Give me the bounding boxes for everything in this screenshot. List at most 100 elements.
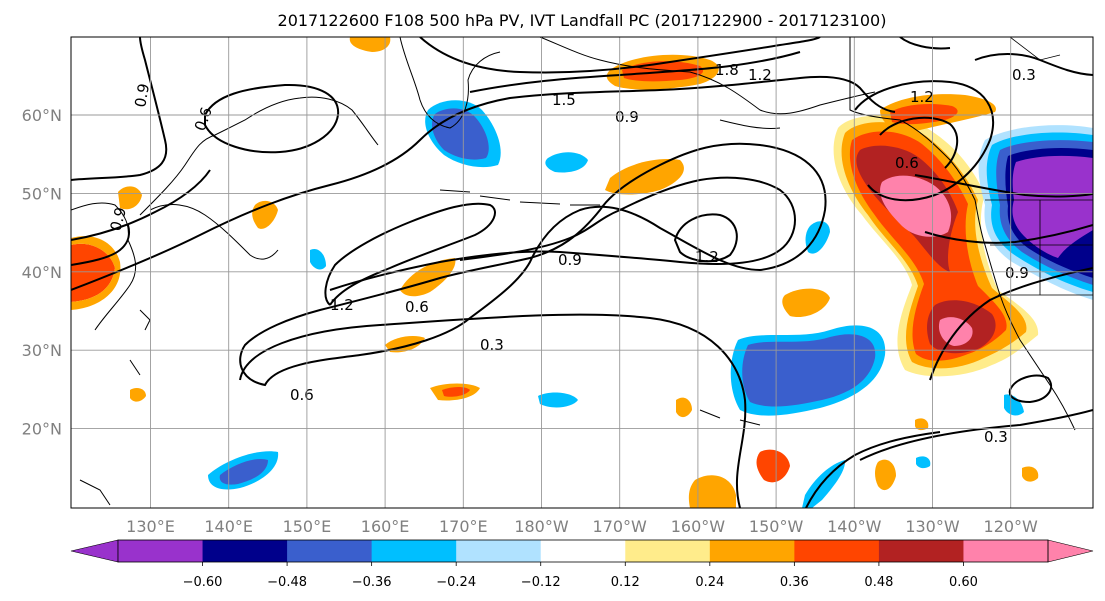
small-blue-patch-se	[916, 456, 931, 469]
contour-arctic	[899, 37, 1093, 76]
small-blue-patch-1	[538, 392, 578, 408]
contour-label: 0.3	[1012, 66, 1036, 84]
contour-0.6-loop	[239, 142, 827, 387]
map-layers: 0.9 1.5 1.8 1.2 0.9 0.3 1.2 0.9 1.2 0.6 …	[71, 37, 1093, 508]
coastlines	[71, 37, 1093, 506]
contour-label: 0.9	[106, 205, 130, 233]
colorbar-segment	[963, 540, 1049, 562]
contour-label: 0.6	[290, 386, 314, 404]
longitude-label: 120°W	[984, 517, 1039, 536]
contour-jet-upper	[419, 37, 821, 74]
kamchatka-negative-anomaly-core	[431, 108, 489, 160]
gridlines	[71, 37, 1093, 508]
colorbar-frame	[117, 539, 1049, 563]
colorbar-tick-label: 0.48	[864, 575, 893, 590]
aleutian-negative-anomaly	[545, 152, 588, 173]
contour-small-loop-se	[1008, 374, 1053, 404]
contour-west-3	[71, 224, 130, 266]
colorbar-segment	[625, 540, 711, 562]
colorbar-tick-label: 0.12	[611, 575, 640, 590]
contour-0.3-east	[929, 267, 1093, 381]
contour-jet-inner	[469, 51, 801, 93]
tropical-blue-patch-core	[219, 458, 268, 485]
colorbar-tick-label: −0.48	[267, 575, 307, 590]
longitude-label: 160°E	[361, 517, 410, 536]
colorbar-segment	[456, 540, 542, 562]
south-orange-patch-east	[875, 459, 896, 491]
subtropical-orange-patch-east	[676, 397, 692, 418]
contour-label: 0.3	[480, 336, 504, 354]
contour-1.2-loop-east	[673, 213, 738, 263]
contour-label: 0.9	[131, 82, 153, 109]
south-red-patch	[756, 449, 790, 483]
colorbar-segment	[287, 540, 373, 562]
longitude-label: 130°W	[905, 517, 960, 536]
west-orange-patch	[118, 186, 142, 210]
central-pacific-negative-anomaly-core	[742, 334, 876, 407]
contour-label: 0.9	[615, 108, 639, 126]
contour-north-jet	[71, 75, 896, 291]
contours	[71, 37, 1093, 508]
islands	[79, 189, 761, 506]
longitude-label: 130°E	[126, 517, 175, 536]
longitude-label: 140°W	[827, 517, 882, 536]
longitude-label: 140°E	[204, 517, 253, 536]
contour-label: 1.8	[715, 61, 739, 79]
top-orange-anomaly	[349, 37, 391, 52]
contour-label: 1.2	[748, 66, 772, 84]
longitude-label: 160°W	[671, 517, 726, 536]
contour-label: 1.2	[695, 248, 719, 266]
colorbar-tick-label: −0.36	[352, 575, 392, 590]
contour-west-1	[71, 37, 168, 181]
contour-east-wavy	[914, 174, 1093, 244]
colorbar-segment	[371, 540, 457, 562]
latitude-label: 60°N	[22, 106, 62, 125]
longitude-label: 150°E	[283, 517, 332, 536]
contour-label: 0.6	[895, 154, 919, 172]
contour-label: 0.6	[405, 298, 429, 316]
colorbar-segment	[118, 540, 203, 562]
colorbar-segment	[202, 540, 288, 562]
latitude-label: 20°N	[22, 420, 62, 439]
small-blue-patch-3	[805, 221, 830, 254]
contour-east-ring	[854, 80, 995, 202]
alaska-coastline	[539, 37, 901, 129]
japan-positive-anomaly-outer	[71, 236, 121, 310]
figure-title: 2017122600 F108 500 hPa PV, IVT Landfall…	[278, 11, 887, 30]
latitude-label: 50°N	[22, 184, 62, 203]
colorbar-tick-label: 0.24	[695, 575, 724, 590]
contour-0.3-outer	[239, 313, 1093, 508]
colorbar-extend-max	[1047, 539, 1094, 563]
contour-1.2-loop-south	[324, 202, 496, 306]
small-blue-patch-east	[1004, 394, 1024, 416]
shaded-field	[71, 37, 1093, 508]
latitude-labels: 60°N 50°N 40°N 30°N 20°N	[22, 106, 62, 439]
colorbar-tick-label: −0.60	[183, 575, 223, 590]
colorbar-extend-min	[70, 539, 119, 563]
colorbar-segment	[878, 540, 964, 562]
colorbar-tick-label: −0.12	[521, 575, 561, 590]
colorbar-tick-label: −0.24	[436, 575, 476, 590]
colorbar-tick-label: 0.36	[780, 575, 809, 590]
contour-0.9-band	[329, 176, 796, 291]
colorbar-segment	[540, 540, 626, 562]
south-red-patch-outer	[688, 475, 736, 508]
map-panel: 0.9 1.5 1.8 1.2 0.9 0.3 1.2 0.9 1.2 0.6 …	[22, 36, 1094, 536]
contour-label: 1.2	[330, 296, 354, 314]
colorbar-segment	[709, 540, 795, 562]
small-orange-patch-se	[915, 418, 929, 431]
longitude-label: 170°E	[439, 517, 488, 536]
kamchatka-coastline	[399, 37, 501, 129]
longitude-labels: 130°E 140°E 150°E 160°E 170°E 180°W 170°W 160°W…	[126, 517, 1038, 536]
latitude-label: 30°N	[22, 341, 62, 360]
longitude-label: 180°W	[514, 517, 569, 536]
longitude-label: 170°W	[593, 517, 648, 536]
hawaii-orange-patch	[782, 288, 830, 318]
contour-label: 0.9	[558, 251, 582, 269]
british-columbia-coastline	[899, 119, 1076, 431]
longitude-label: 150°W	[749, 517, 804, 536]
contour-south-east	[805, 431, 941, 508]
small-orange-patch-east	[1022, 466, 1039, 482]
small-blue-patch-2	[310, 248, 326, 270]
